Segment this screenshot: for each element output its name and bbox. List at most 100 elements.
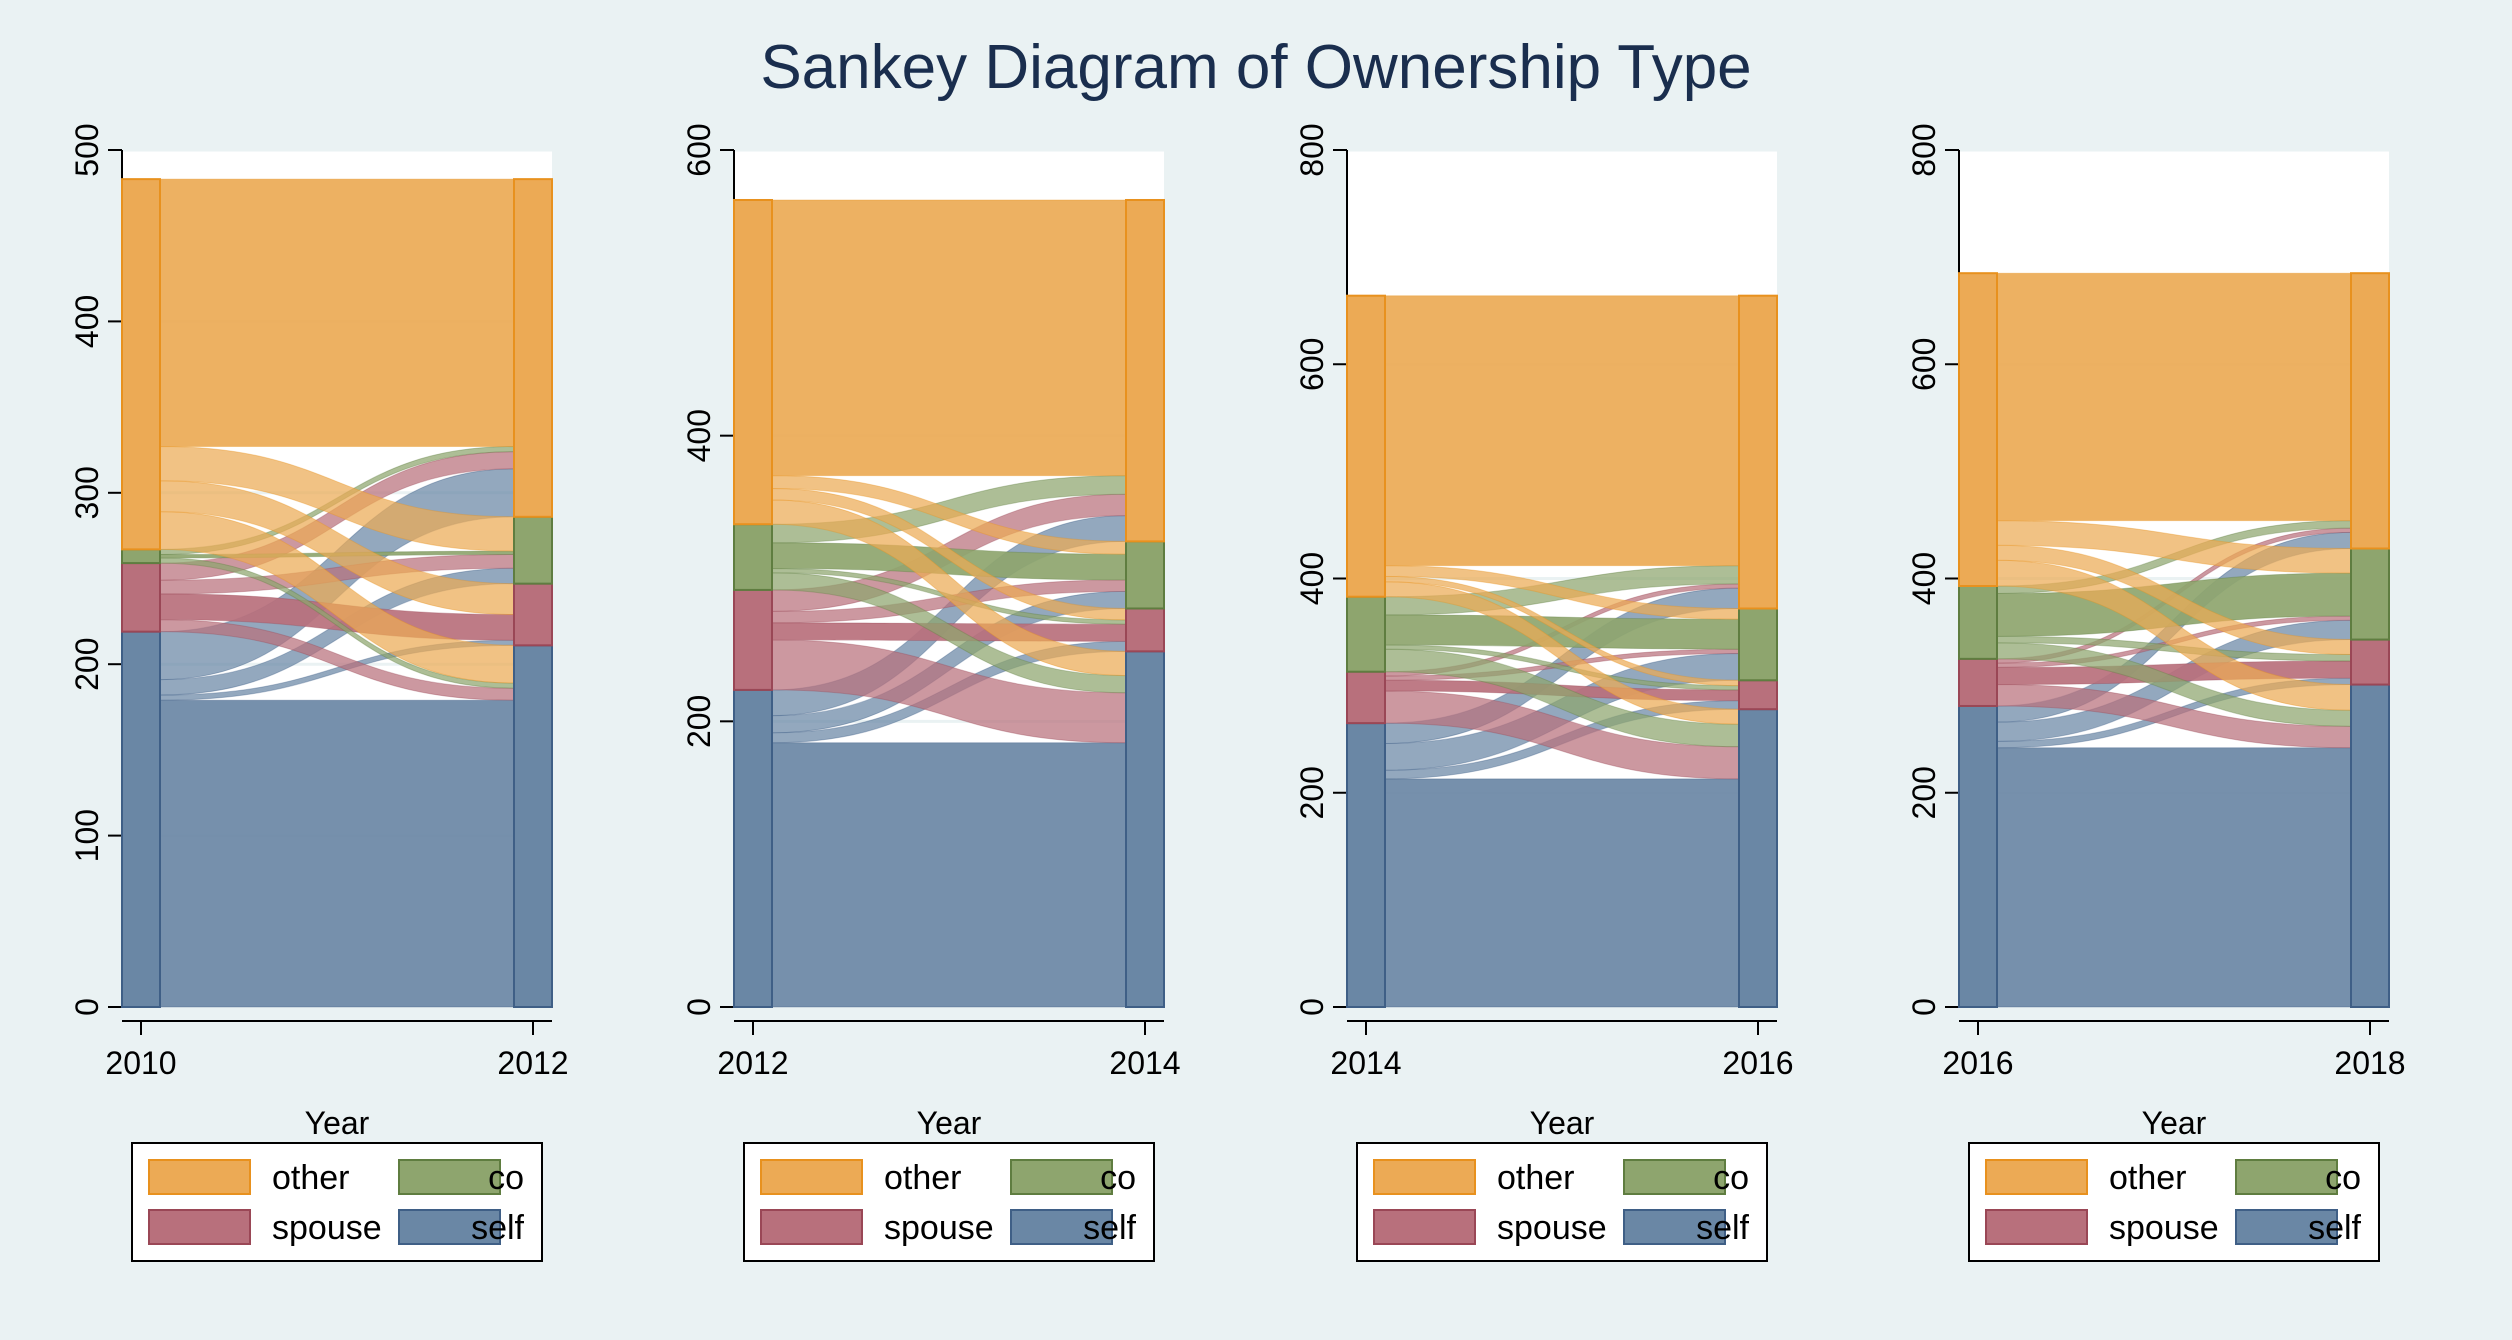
legend: other co spouse self [131,1142,543,1262]
node-co-2012 [513,515,553,585]
legend-label-spouse: spouse [1497,1209,1607,1247]
node-spouse-2014 [1125,607,1165,653]
y-tick-label: 400 [1906,552,1942,605]
node-other-2016 [1958,272,1998,587]
legend: other co spouse self [1356,1142,1768,1262]
node-spouse-2018 [2350,638,2390,686]
y-tick-label: 0 [69,998,105,1016]
y-tick-label: 800 [1294,123,1330,176]
flow-group [771,199,1127,1008]
legend-swatch-co [1010,1159,1113,1195]
y-tick-label: 500 [69,123,105,176]
flow-other-to-other [1384,295,1740,567]
flow-self-to-self [1996,747,2352,1008]
node-co-2014 [1346,595,1386,673]
node-other-2014 [1346,294,1386,598]
legend-swatch-spouse [1373,1209,1476,1245]
node-self-2012 [733,688,773,1008]
flow-other-to-other [159,178,515,448]
x-axis-label: Year [1530,1105,1595,1141]
legend-label-self: self [1083,1209,1136,1247]
legend-label-co: co [488,1159,524,1197]
y-tick-label: 400 [681,409,717,462]
node-spouse-2012 [513,582,553,647]
flow-group [1384,295,1740,1008]
figure-title: Sankey Diagram of Ownership Type [760,33,1751,102]
legend: other co spouse self [743,1142,1155,1262]
node-spouse-2010 [121,562,161,633]
legend-swatch-spouse [148,1209,251,1245]
node-spouse-2016 [1958,657,1998,707]
legend-swatch-spouse [1985,1209,2088,1245]
node-spouse-2014 [1346,670,1386,725]
x-tick-label: 2016 [1722,1045,1793,1081]
node-co-2012 [733,523,773,591]
node-self-2012 [513,644,553,1008]
y-tick-label: 100 [69,809,105,862]
legend-swatch-other [148,1159,251,1195]
legend-swatch-self [2235,1209,2338,1245]
node-co-2016 [1738,607,1778,682]
x-tick-label: 2014 [1109,1045,1180,1081]
legend-swatch-other [760,1159,863,1195]
legend-label-other: other [1497,1159,1575,1197]
y-tick-label: 600 [681,123,717,176]
legend-swatch-co [2235,1159,2338,1195]
node-co-2018 [2350,547,2390,641]
node-self-2016 [1958,704,1998,1008]
x-axis-label: Year [917,1105,982,1141]
legend: other co spouse self [1968,1142,2380,1262]
node-other-2012 [513,178,553,518]
legend-label-co: co [2325,1159,2361,1197]
legend-label-other: other [2109,1159,2187,1197]
y-tick-label: 0 [1906,998,1942,1016]
legend-swatch-self [398,1209,501,1245]
node-other-2016 [1738,294,1778,610]
x-axis-label: Year [2142,1105,2207,1141]
legend-swatch-other [1373,1159,1476,1195]
legend-label-self: self [471,1209,524,1247]
chart-panels: 0 100 200 300 400 500 2010 2012 Year other co spous… [69,123,2406,1262]
x-tick-label: 2018 [2334,1045,2405,1081]
y-tick-label: 300 [69,466,105,519]
flow-self-to-self [771,742,1127,1008]
y-tick-label: 200 [681,695,717,748]
chart-panel-2012-2014: 0 200 400 600 2012 2014 Year other co spouse self [681,123,1181,1262]
node-other-2018 [2350,272,2390,550]
x-tick-label: 2012 [497,1045,568,1081]
node-self-2016 [1738,708,1778,1008]
legend-swatch-spouse [760,1209,863,1245]
y-tick-label: 400 [69,295,105,348]
y-tick-label: 400 [1294,552,1330,605]
node-self-2014 [1346,722,1386,1009]
flow-other-to-other [771,199,1127,477]
y-tick-label: 200 [69,638,105,691]
node-spouse-2016 [1738,679,1778,711]
legend-label-spouse: spouse [272,1209,382,1247]
chart-panel-2014-2016: 0 200 400 600 800 2014 2016 Year other co spouse se… [1294,123,1794,1262]
node-co-2016 [1958,584,1998,660]
legend-label-self: self [1696,1209,1749,1247]
legend-label-spouse: spouse [2109,1209,2219,1247]
node-other-2014 [1125,198,1165,543]
legend-label-self: self [2308,1209,2361,1247]
legend-label-spouse: spouse [884,1209,994,1247]
node-other-2010 [121,178,161,551]
x-tick-label: 2016 [1942,1045,2013,1081]
chart-panel-2016-2018: 0 200 400 600 800 2016 2018 Year other co spouse se… [1906,123,2406,1262]
node-self-2014 [1125,650,1165,1008]
x-tick-label: 2010 [105,1045,176,1081]
x-tick-label: 2014 [1330,1045,1401,1081]
legend-label-co: co [1100,1159,1136,1197]
legend-swatch-self [1623,1209,1726,1245]
y-tick-label: 0 [1294,998,1330,1016]
x-tick-label: 2012 [717,1045,788,1081]
flow-other-to-other [1996,272,2352,522]
legend-swatch-co [1623,1159,1726,1195]
y-tick-label: 600 [1906,338,1942,391]
flow-group [159,178,515,1008]
chart-panel-2010-2012: 0 100 200 300 400 500 2010 2012 Year other co spous… [69,123,569,1262]
flow-self-to-self [159,699,515,1008]
flow-group [1996,272,2352,1008]
